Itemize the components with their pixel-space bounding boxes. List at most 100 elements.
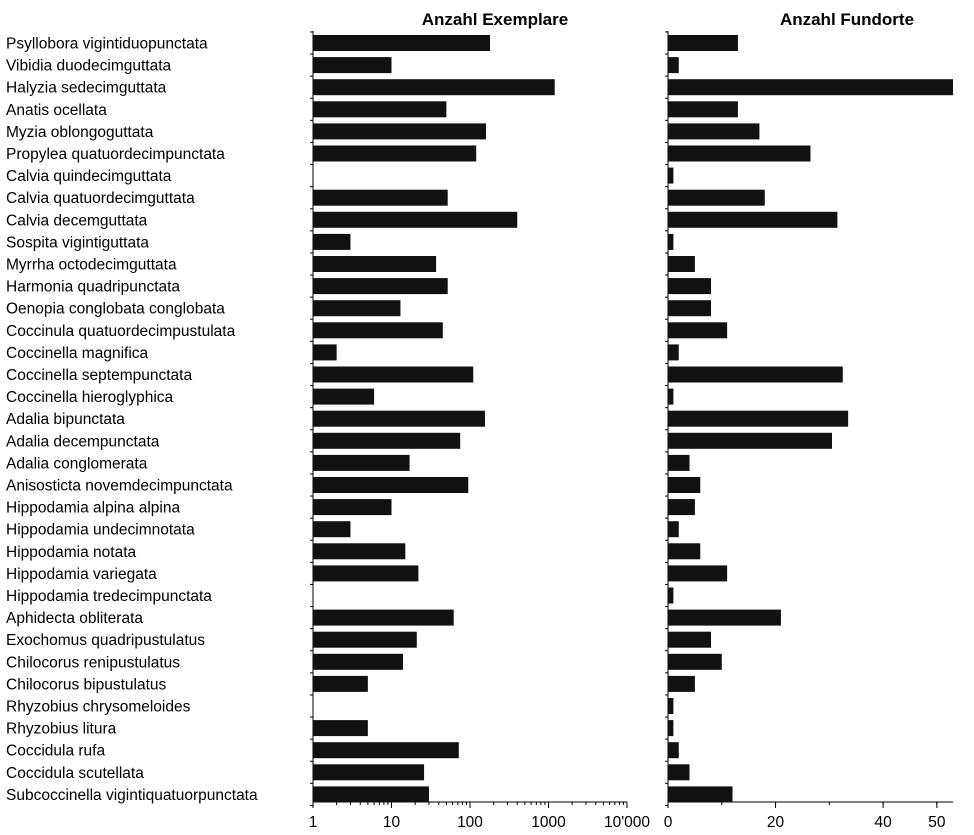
bar <box>668 167 674 184</box>
x-tick-label: 20 <box>767 814 785 831</box>
category-label: Hippodamia tredecimpunctata <box>6 588 212 605</box>
bar <box>668 233 674 250</box>
panel-title-exemplare: Anzahl Exemplare <box>422 10 568 29</box>
x-tick-label: 10'000 <box>604 814 650 831</box>
bar <box>668 79 953 96</box>
bar <box>668 432 833 449</box>
bar <box>668 101 738 118</box>
category-label: Adalia decempunctata <box>6 433 160 450</box>
category-label: Coccinella septempunctata <box>6 367 192 384</box>
bar <box>668 211 838 228</box>
category-label: Sospita vigintiguttata <box>6 234 149 251</box>
bar <box>668 786 733 803</box>
category-label: Propylea quatuordecimpunctata <box>6 146 225 163</box>
x-tick-label: 40 <box>874 814 892 831</box>
bar <box>668 631 712 648</box>
category-label: Halyzia sedecimguttata <box>6 80 167 97</box>
bar <box>313 211 518 228</box>
category-label: Oenopia conglobata conglobata <box>6 301 225 318</box>
bar <box>668 742 679 759</box>
category-label: Rhyzobius litura <box>6 721 117 738</box>
category-label: Aphidecta obliterata <box>6 610 143 627</box>
category-label: Hippodamia alpina alpina <box>6 500 180 517</box>
category-label: Myrrha octodecimguttata <box>6 257 177 274</box>
bar <box>668 521 679 538</box>
panel-fundorte: 0 20 40 50 <box>664 31 953 831</box>
bar <box>313 720 368 737</box>
bar <box>668 675 695 692</box>
bar <box>313 543 406 560</box>
bar <box>313 233 351 250</box>
panel-exemplare: 1 10 100 1000 10'000 <box>309 31 650 831</box>
bar <box>668 300 712 317</box>
x-tick-label: 50 <box>928 814 946 831</box>
bar <box>668 322 728 339</box>
category-label: Calvia quatuordecimguttata <box>6 190 195 207</box>
bar <box>313 123 487 140</box>
category-label: Anatis ocellata <box>6 102 107 119</box>
category-label: Harmonia quadripunctata <box>6 279 180 296</box>
bar <box>313 300 401 317</box>
bar <box>668 35 738 51</box>
category-label: Adalia bipunctata <box>6 411 125 428</box>
category-label: Coccidula scutellata <box>6 765 144 782</box>
category-label: Coccinella hieroglyphica <box>6 389 174 406</box>
bar <box>313 189 448 206</box>
bar <box>313 366 474 383</box>
bar <box>313 653 403 670</box>
bar <box>313 764 425 781</box>
bar <box>313 145 477 162</box>
bar <box>313 35 491 51</box>
category-label: Chilocorus bipustulatus <box>6 676 167 693</box>
bar <box>668 366 843 383</box>
bar <box>668 477 701 493</box>
bar <box>313 79 555 96</box>
category-label: Hippodamia undecimnotata <box>6 522 195 539</box>
bar <box>668 454 690 471</box>
category-label: Calvia quindecimguttata <box>6 168 172 185</box>
bar <box>668 609 781 626</box>
category-label: Hippodamia variegata <box>6 566 157 583</box>
bar <box>668 587 674 604</box>
bar <box>313 322 443 339</box>
category-label: Vibidia duodecimguttata <box>6 58 172 75</box>
category-label: Calvia decemguttata <box>6 212 148 229</box>
category-label: Hippodamia notata <box>6 544 136 561</box>
bar <box>668 565 728 582</box>
bar <box>313 477 469 493</box>
x-tick-label: 1000 <box>531 814 566 831</box>
bar <box>313 786 429 803</box>
category-label: Exochomus quadripustulatus <box>6 632 205 649</box>
bar <box>313 388 375 405</box>
panel-title-fundorte: Anzahl Fundorte <box>780 10 914 29</box>
bar <box>313 278 448 295</box>
bar <box>668 720 674 737</box>
bar <box>313 344 337 361</box>
bar <box>313 742 459 759</box>
bar <box>313 432 461 449</box>
x-tick-label: 10 <box>383 814 401 831</box>
bar <box>313 454 410 471</box>
category-label: Anisosticta novemdecimpunctata <box>6 478 233 495</box>
bar <box>668 189 765 206</box>
category-label: Coccidula rufa <box>6 743 105 760</box>
bar <box>668 499 695 516</box>
category-label: Coccinella magnifica <box>6 345 149 362</box>
bar <box>668 653 722 670</box>
x-tick-label: 0 <box>664 814 673 831</box>
bar <box>668 543 701 560</box>
bar <box>668 57 679 74</box>
bar <box>668 123 760 140</box>
bar <box>313 675 368 692</box>
category-label: Myzia oblongoguttata <box>6 124 154 141</box>
bar <box>313 631 417 648</box>
bar <box>313 410 485 427</box>
bar <box>668 698 674 714</box>
bar <box>668 256 695 272</box>
bar <box>313 499 392 516</box>
bar <box>668 278 712 295</box>
bar <box>313 57 392 74</box>
bar <box>313 609 454 626</box>
category-label: Rhyzobius chrysomeloides <box>6 699 191 716</box>
